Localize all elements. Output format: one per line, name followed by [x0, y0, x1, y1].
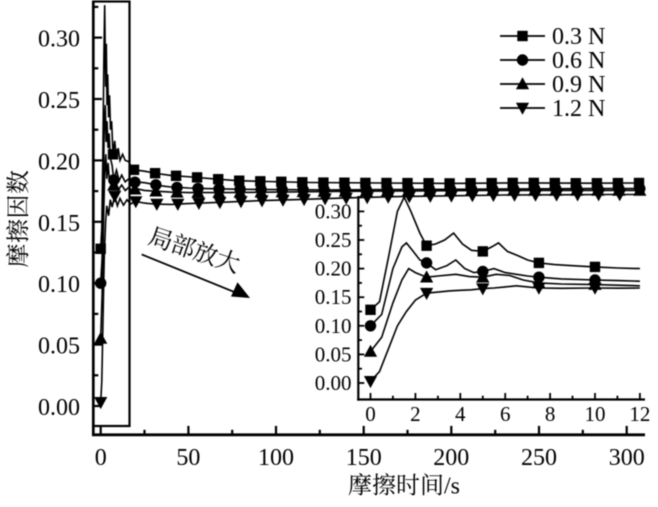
svg-text:150: 150: [346, 445, 382, 471]
svg-text:0.30: 0.30: [38, 27, 80, 53]
svg-text:0: 0: [95, 445, 107, 471]
svg-text:0.10: 0.10: [38, 272, 80, 298]
svg-text:0.00: 0.00: [315, 371, 352, 395]
svg-text:10: 10: [585, 402, 606, 426]
svg-text:0.9 N: 0.9 N: [552, 72, 605, 98]
svg-text:0.25: 0.25: [315, 228, 352, 252]
svg-text:0.3 N: 0.3 N: [552, 24, 605, 50]
svg-text:50: 50: [176, 445, 200, 471]
svg-text:250: 250: [521, 445, 557, 471]
svg-text:0.25: 0.25: [38, 88, 80, 114]
svg-text:0.15: 0.15: [38, 211, 80, 237]
svg-text:0.6 N: 0.6 N: [552, 48, 605, 74]
svg-text:2: 2: [410, 402, 421, 426]
svg-text:1.2 N: 1.2 N: [552, 96, 605, 122]
svg-text:0.05: 0.05: [38, 334, 80, 360]
svg-text:0.20: 0.20: [315, 257, 352, 281]
svg-text:100: 100: [258, 445, 294, 471]
svg-text:0.10: 0.10: [315, 314, 352, 338]
svg-text:0.00: 0.00: [38, 395, 80, 421]
svg-text:4: 4: [455, 402, 466, 426]
svg-text:0.20: 0.20: [38, 149, 80, 175]
svg-text:8: 8: [545, 402, 556, 426]
svg-text:6: 6: [500, 402, 511, 426]
svg-text:/s: /s: [444, 474, 460, 500]
svg-text:0.15: 0.15: [315, 285, 352, 309]
svg-text:300: 300: [609, 445, 645, 471]
svg-text:0.05: 0.05: [315, 342, 352, 366]
svg-text:0: 0: [365, 402, 376, 426]
svg-text:0.30: 0.30: [315, 199, 352, 223]
svg-text:12: 12: [629, 402, 650, 426]
svg-text:200: 200: [433, 445, 469, 471]
